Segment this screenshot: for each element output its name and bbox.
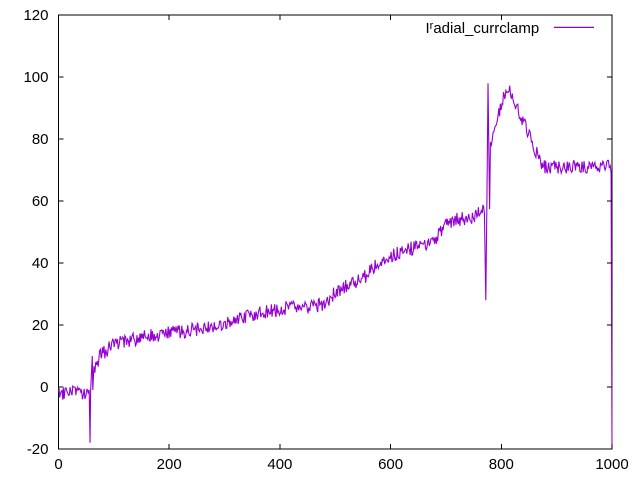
svg-text:-20: -20 xyxy=(27,441,49,458)
svg-text:80: 80 xyxy=(32,131,49,148)
svg-text:800: 800 xyxy=(489,456,514,473)
svg-text:0: 0 xyxy=(40,379,48,396)
svg-text:0: 0 xyxy=(54,456,62,473)
svg-text:600: 600 xyxy=(378,456,403,473)
svg-text:20: 20 xyxy=(32,317,49,334)
svg-text:200: 200 xyxy=(157,456,182,473)
svg-text:400: 400 xyxy=(267,456,292,473)
svg-text:40: 40 xyxy=(32,255,49,272)
svg-text:1000: 1000 xyxy=(595,456,628,473)
svg-text:Iradial_currclamp: Iradial_currclamp xyxy=(426,20,540,37)
svg-text:100: 100 xyxy=(23,69,48,86)
svg-text:60: 60 xyxy=(32,193,49,210)
svg-text:120: 120 xyxy=(23,7,48,24)
